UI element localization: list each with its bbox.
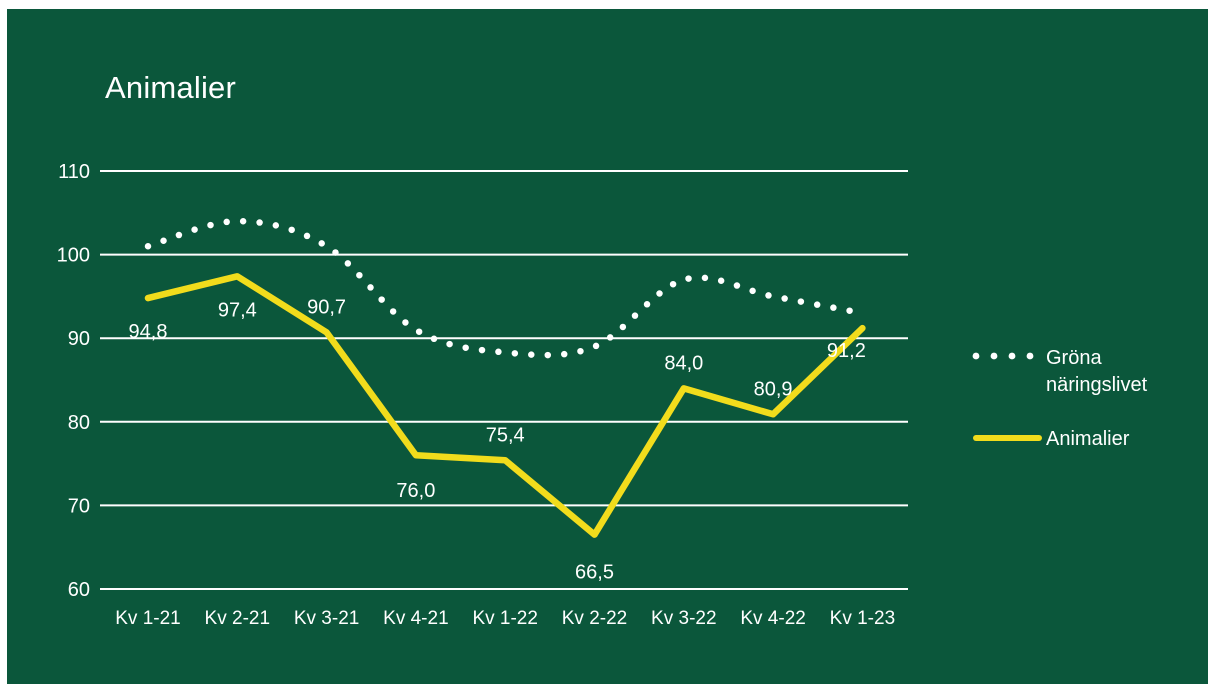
data-label-animalier: 94,8	[129, 321, 168, 343]
y-tick-label: 80	[68, 412, 90, 434]
chart-title: Animalier	[105, 70, 237, 105]
legend-label-line-2: näringslivet	[1046, 374, 1148, 396]
x-tick-label: Kv 2-22	[562, 608, 627, 629]
x-tick-label: Kv 1-21	[115, 608, 180, 629]
y-tick-label: 90	[68, 328, 90, 350]
x-tick-label: Kv 1-23	[830, 608, 895, 629]
series	[144, 217, 866, 538]
data-label-animalier: 90,7	[307, 296, 346, 318]
y-tick-label: 110	[58, 161, 90, 183]
legend-dot	[972, 352, 980, 360]
legend: Gröna näringslivet Animalier	[972, 347, 1148, 450]
y-axis-ticks: 60 70 80 90 100 110	[57, 161, 90, 601]
y-tick-label: 100	[57, 245, 90, 267]
legend-label-animalier: Animalier	[1046, 428, 1130, 450]
x-tick-label: Kv 3-22	[651, 608, 716, 629]
series-line-animalier	[144, 273, 866, 538]
x-tick-label: Kv 3-21	[294, 608, 359, 629]
legend-label-line-1: Gröna	[1046, 347, 1102, 369]
x-tick-label: Kv 2-21	[205, 608, 270, 629]
legend-dotted-line-icon	[972, 352, 1034, 360]
data-label-animalier: 84,0	[664, 352, 703, 374]
legend-dot	[990, 352, 998, 360]
y-tick-label: 70	[68, 495, 90, 517]
data-labels: 94,8 97,4 90,7 76,0 75,4 66,5 84,0 80,9 91,2	[129, 296, 866, 583]
legend-dot	[1026, 352, 1034, 360]
x-tick-label: Kv 4-22	[740, 608, 805, 629]
x-tick-label: Kv 4-21	[383, 608, 448, 629]
chart-panel	[7, 9, 1208, 684]
data-label-animalier: 80,9	[754, 378, 793, 400]
data-label-animalier: 91,2	[827, 340, 866, 362]
legend-dot	[1008, 352, 1016, 360]
x-tick-label: Kv 1-22	[472, 608, 537, 629]
data-label-animalier: 76,0	[396, 480, 435, 502]
data-label-animalier: 66,5	[575, 562, 614, 584]
data-label-animalier: 97,4	[218, 299, 257, 321]
legend-item-gronа-naringslivet: Gröna näringslivet	[972, 347, 1148, 396]
gridlines	[100, 170, 908, 590]
data-label-animalier: 75,4	[486, 424, 525, 446]
y-tick-label: 60	[68, 579, 90, 601]
legend-item-animalier: Animalier	[973, 428, 1130, 450]
x-axis-ticks: Kv 1-21 Kv 2-21 Kv 3-21 Kv 4-21 Kv 1-22 Kv 2-…	[115, 608, 895, 629]
